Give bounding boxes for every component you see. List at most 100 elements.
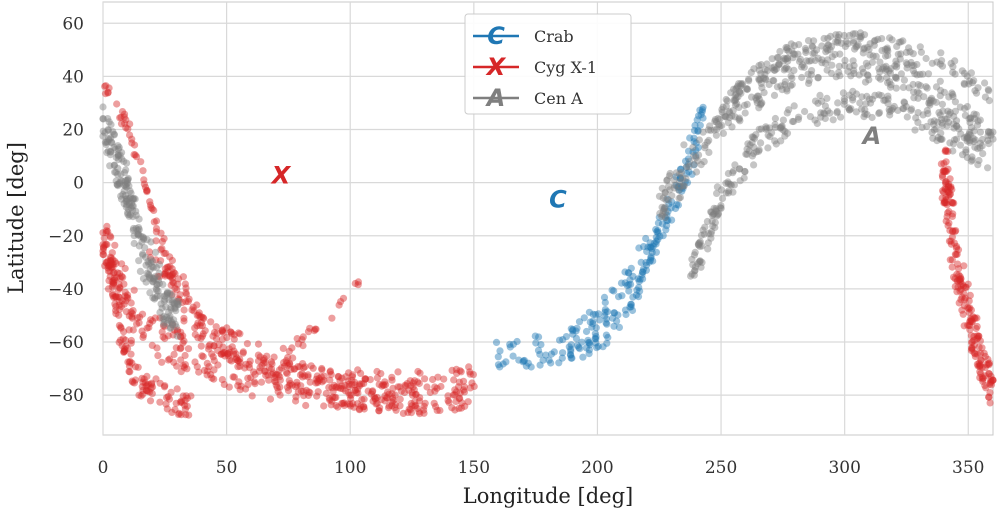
data-point (152, 285, 160, 293)
data-point (868, 95, 877, 103)
data-point (782, 64, 791, 72)
data-point (271, 377, 279, 385)
data-point (300, 364, 308, 372)
data-point (839, 89, 848, 97)
data-point (117, 323, 125, 331)
data-point (728, 123, 736, 131)
data-point (973, 332, 981, 340)
data-point (128, 135, 136, 143)
data-point (220, 380, 228, 389)
data-point (955, 299, 963, 307)
data-point (828, 53, 836, 61)
data-point (693, 116, 701, 124)
data-point (170, 299, 178, 308)
data-point (666, 169, 674, 178)
data-point (124, 291, 132, 299)
data-point (732, 94, 740, 102)
data-point (592, 324, 600, 332)
data-point (107, 134, 115, 142)
data-point (168, 290, 176, 298)
data-point (592, 335, 600, 343)
data-point (102, 227, 111, 235)
data-point (699, 128, 707, 136)
data-point (148, 205, 156, 213)
data-point (875, 65, 883, 73)
data-point (658, 212, 666, 221)
data-point (218, 326, 226, 335)
data-point (670, 184, 678, 192)
data-point (970, 336, 978, 344)
data-point (408, 388, 416, 396)
data-point (129, 206, 137, 214)
data-point (123, 293, 131, 301)
data-point (136, 267, 144, 275)
data-point (226, 328, 235, 336)
data-point (154, 276, 163, 284)
data-point (131, 151, 139, 159)
data-point (743, 85, 752, 93)
data-point (157, 257, 165, 265)
data-point (129, 307, 137, 315)
data-point (833, 109, 841, 117)
data-point (116, 284, 124, 292)
data-point (679, 184, 687, 193)
data-point (160, 312, 168, 320)
data-point (653, 228, 661, 236)
data-point (664, 207, 672, 215)
data-point (777, 137, 785, 145)
data-point (781, 127, 789, 135)
data-point (908, 61, 916, 69)
x-tick-label: 100 (334, 458, 366, 478)
data-point (788, 81, 796, 89)
data-point (958, 280, 966, 288)
data-point (225, 345, 233, 353)
data-point (182, 289, 190, 297)
data-point (774, 61, 783, 69)
data-point (613, 317, 621, 325)
data-point (949, 68, 957, 76)
data-point (963, 153, 971, 162)
data-point (856, 33, 864, 41)
data-point (166, 272, 174, 280)
data-point (875, 109, 884, 117)
data-point (966, 322, 974, 330)
data-point (112, 292, 120, 300)
data-point (313, 372, 321, 380)
data-point (449, 391, 457, 399)
data-point (696, 121, 704, 129)
data-point (877, 92, 886, 100)
data-point (389, 396, 398, 405)
data-point (642, 234, 650, 243)
data-point (492, 338, 501, 346)
data-point (170, 358, 178, 366)
data-point (806, 113, 815, 121)
data-point (128, 139, 136, 147)
data-point (121, 182, 129, 190)
data-point (177, 368, 185, 376)
data-point (151, 248, 160, 256)
data-point (433, 384, 441, 392)
data-point (850, 61, 858, 70)
data-point (146, 397, 155, 405)
data-point (402, 382, 410, 390)
data-point (979, 150, 987, 158)
data-point (717, 202, 725, 210)
data-point (846, 106, 854, 114)
data-point (863, 92, 871, 100)
data-point (973, 322, 981, 331)
data-point (941, 147, 949, 155)
data-point (304, 391, 312, 399)
data-point (733, 100, 741, 108)
data-point (468, 379, 476, 387)
data-point (330, 381, 338, 389)
data-point (753, 99, 761, 107)
data-point (663, 195, 671, 203)
data-point (585, 350, 593, 358)
data-point (151, 314, 159, 322)
data-point (391, 404, 399, 412)
data-point (122, 195, 131, 203)
data-point (696, 257, 704, 265)
data-point (735, 87, 744, 95)
data-point (104, 88, 112, 96)
data-point (465, 363, 473, 371)
